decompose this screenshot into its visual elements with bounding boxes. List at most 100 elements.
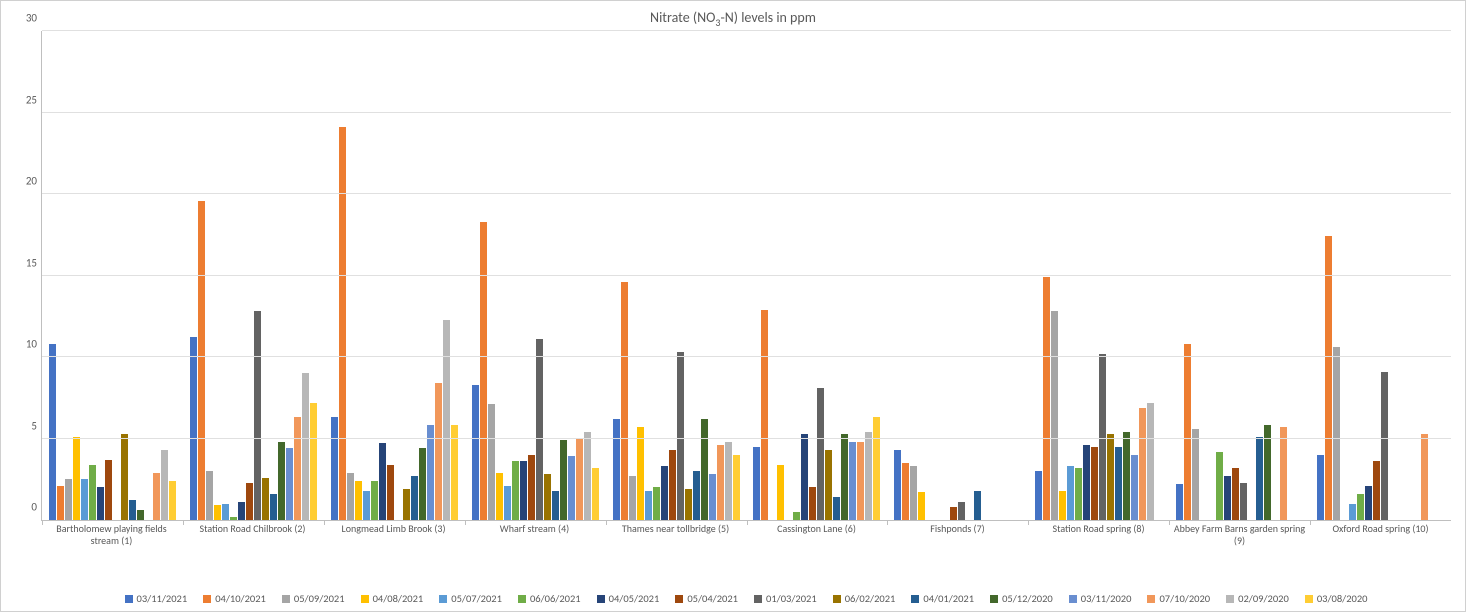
- bar: [57, 486, 64, 520]
- gridline: [42, 356, 1451, 357]
- legend-item: 04/01/2021: [911, 592, 974, 605]
- legend-label: 03/08/2020: [1317, 592, 1368, 605]
- legend-label: 07/10/2020: [1159, 592, 1210, 605]
- x-axis-label: Bartholomew playing fields stream (1): [41, 521, 182, 561]
- bar: [1184, 344, 1191, 520]
- bar: [504, 486, 511, 520]
- bar: [411, 476, 418, 520]
- bar: [902, 463, 909, 520]
- bar: [262, 478, 269, 520]
- chart-title: Nitrate (NO3-N) levels in ppm: [1, 1, 1465, 33]
- bar: [520, 461, 527, 520]
- bar: [355, 481, 362, 520]
- bar-groups: [42, 31, 1451, 520]
- bar: [717, 445, 724, 520]
- bar: [661, 466, 668, 520]
- bar: [629, 476, 636, 520]
- bar: [817, 388, 824, 520]
- legend-swatch: [439, 595, 447, 603]
- bar: [1224, 476, 1231, 520]
- bar: [1365, 486, 1372, 520]
- bar: [1264, 425, 1271, 520]
- bar: [1131, 455, 1138, 520]
- y-tick-label: 10: [12, 338, 37, 351]
- bar: [777, 465, 784, 520]
- bar: [1317, 455, 1324, 520]
- legend-swatch: [754, 595, 762, 603]
- bar: [544, 474, 551, 520]
- legend-label: 05/12/2020: [1002, 592, 1053, 605]
- bar-group: [1028, 31, 1169, 520]
- bar: [1325, 236, 1332, 520]
- bar: [568, 456, 575, 520]
- bar: [496, 473, 503, 520]
- bar: [1139, 408, 1146, 520]
- chart-container: Nitrate (NO3-N) levels in ppm 0510152025…: [0, 0, 1466, 612]
- bar: [472, 385, 479, 520]
- bar: [121, 434, 128, 520]
- bar: [1176, 484, 1183, 520]
- bar: [865, 432, 872, 520]
- bar: [801, 434, 808, 520]
- bar: [1192, 429, 1199, 520]
- bar: [1035, 471, 1042, 520]
- bar: [347, 473, 354, 520]
- legend-item: 06/02/2021: [833, 592, 896, 605]
- bar: [910, 466, 917, 520]
- bar: [701, 419, 708, 520]
- gridline: [42, 112, 1451, 113]
- legend-label: 06/02/2021: [845, 592, 896, 605]
- bar: [1123, 432, 1130, 520]
- legend-label: 05/09/2021: [294, 592, 345, 605]
- bar-group: [1169, 31, 1310, 520]
- bar: [294, 417, 301, 520]
- gridline: [42, 275, 1451, 276]
- bar-group: [606, 31, 747, 520]
- bar: [1051, 311, 1058, 520]
- legend-item: 07/10/2020: [1147, 592, 1210, 605]
- bar: [222, 504, 229, 520]
- bar: [1115, 447, 1122, 520]
- x-axis-label: Thames near tollbridge (5): [605, 521, 746, 561]
- bar: [552, 491, 559, 520]
- bar-group: [747, 31, 888, 520]
- bar: [1240, 483, 1247, 520]
- bar-group: [465, 31, 606, 520]
- legend-label: 03/11/2021: [137, 592, 188, 605]
- bar: [1333, 347, 1340, 520]
- bar: [238, 502, 245, 520]
- bar: [512, 461, 519, 520]
- bar: [73, 437, 80, 520]
- bar: [693, 471, 700, 520]
- title-suffix: -N) levels in ppm: [720, 9, 815, 26]
- bar: [1256, 437, 1263, 520]
- legend-swatch: [203, 595, 211, 603]
- bar: [435, 383, 442, 520]
- legend-label: 05/04/2021: [687, 592, 738, 605]
- legend-label: 04/05/2021: [609, 592, 660, 605]
- bar-group: [324, 31, 465, 520]
- bar: [809, 487, 816, 520]
- bar: [137, 510, 144, 520]
- bar: [833, 497, 840, 520]
- y-tick-label: 25: [12, 93, 37, 106]
- y-tick-label: 5: [12, 419, 37, 432]
- bar: [379, 443, 386, 520]
- legend-item: 04/10/2021: [203, 592, 266, 605]
- bar-group: [887, 31, 1028, 520]
- bar-group: [1310, 31, 1451, 520]
- bar: [331, 417, 338, 520]
- legend-label: 04/08/2021: [373, 592, 424, 605]
- bar: [576, 439, 583, 520]
- bar: [1216, 452, 1223, 520]
- bar: [1075, 468, 1082, 520]
- legend-swatch: [1305, 595, 1313, 603]
- bar: [918, 492, 925, 520]
- bar: [254, 311, 261, 520]
- bar: [1373, 461, 1380, 520]
- bar: [1147, 403, 1154, 520]
- bar: [873, 417, 880, 520]
- y-tick-label: 0: [12, 501, 37, 514]
- bar: [1059, 491, 1066, 520]
- legend-item: 05/09/2021: [282, 592, 345, 605]
